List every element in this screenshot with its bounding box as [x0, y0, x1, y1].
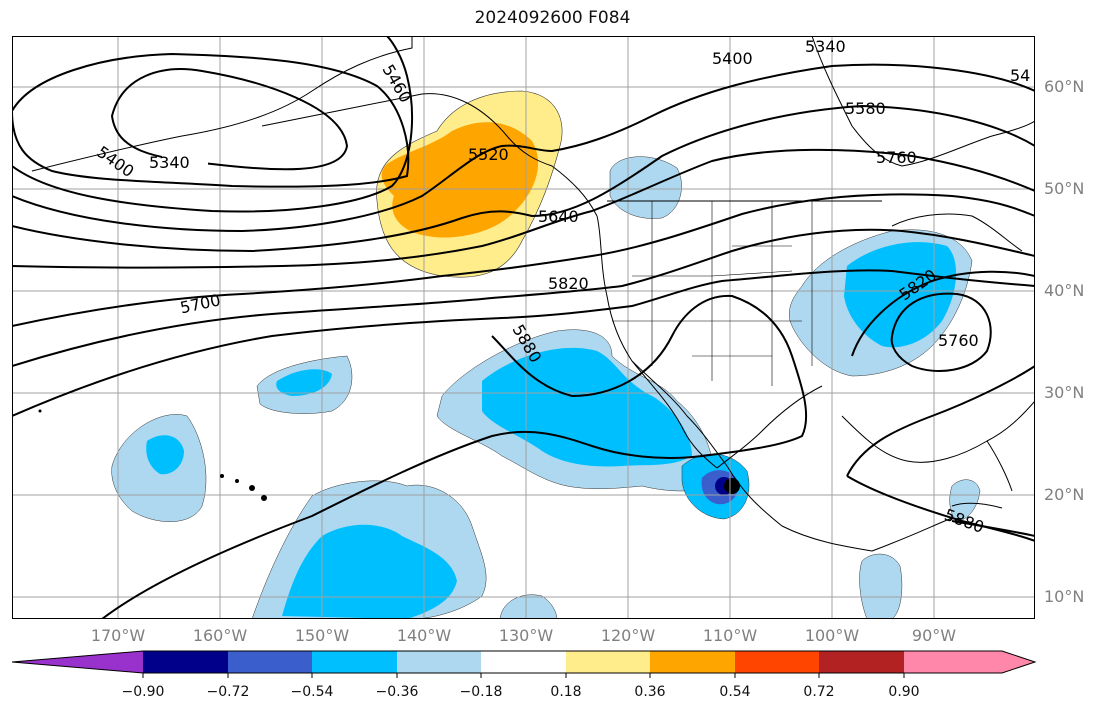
contour-label-5820: 5820: [548, 274, 589, 293]
contour-label-5340-ak: 5340: [149, 153, 190, 172]
lon-label-150w: 150°W: [294, 626, 350, 645]
height-contours: [12, 36, 1035, 619]
colorbar-segment: [735, 651, 819, 673]
contour-label-5880-east: 5880: [942, 505, 987, 537]
colorbar-label-054: 0.54: [719, 684, 751, 700]
contour-label-5340-top: 5340: [805, 37, 846, 56]
state-borders: [612, 201, 813, 386]
contour-label-5400-top: 5400: [712, 49, 753, 68]
colorbar-label-neg036: −0.36: [375, 684, 419, 700]
contour-label-5580: 5580: [845, 99, 886, 118]
mexico-inland: [716, 385, 823, 469]
lat-label-40n: 40°N: [1044, 281, 1085, 300]
contour-label-5760: 5760: [876, 148, 917, 167]
north-america-west-coast: [596, 215, 953, 552]
negative-anomaly-central-pacific-core: [276, 369, 332, 396]
contour-5700: [12, 193, 1035, 327]
lat-label-30n: 30°N: [1044, 383, 1085, 402]
colorbar-label-neg018: −0.18: [459, 684, 503, 700]
colorbar-segment: [12, 651, 143, 673]
colorbar-label-neg054: −0.54: [290, 684, 334, 700]
positive-anomaly-mid: [381, 122, 539, 238]
contour-5640: [12, 148, 1035, 269]
colorbar-segment: [228, 651, 312, 673]
negative-anomaly-caribbean: [949, 479, 981, 522]
lat-label-20n: 20°N: [1044, 485, 1085, 504]
contour-label-5400-ak: 5400: [93, 142, 137, 181]
islands: [38, 409, 267, 501]
lat-label-10n: 10°N: [1044, 587, 1085, 606]
lat-label-50n: 50°N: [1044, 179, 1085, 198]
negative-anomaly-pacific-nw: [609, 156, 682, 219]
hudson-bay: [811, 36, 1035, 167]
great-lakes-area: [891, 213, 1023, 252]
contour-5400-ak: [12, 52, 410, 188]
contour-5880-south: [951, 520, 1035, 537]
lat-label-60n: 60°N: [1044, 77, 1085, 96]
map-title: 2024092600 F084: [474, 8, 631, 28]
storm-center-marker: [724, 478, 740, 494]
colorbar-segment: [566, 651, 650, 673]
colorbar-segment: [650, 651, 735, 673]
lon-label-160w: 160°W: [192, 626, 248, 645]
lon-label-170w: 170°W: [90, 626, 146, 645]
colorbar-label-036: 0.36: [634, 684, 666, 700]
contour-5520: [12, 63, 1035, 233]
contour-label-54-edge: 54: [1010, 66, 1030, 85]
contour-5880-main: [101, 294, 808, 619]
alaska-south-coast: [261, 93, 598, 217]
contour-5820: [12, 269, 1035, 417]
negative-anomaly-hawaii-west-core: [146, 435, 184, 475]
negative-anomaly-equatorial: [499, 594, 558, 619]
gulf-coast: [841, 400, 1035, 463]
contour-label-5700: 5700: [178, 290, 222, 317]
colorbar-label-neg090: −0.90: [121, 684, 165, 700]
contour-label-5640: 5640: [538, 207, 579, 226]
colorbar-segment: [312, 651, 397, 673]
lon-label-110w: 110°W: [702, 626, 758, 645]
contour-5580: [12, 104, 1035, 253]
negative-anomaly-central-america: [859, 553, 903, 619]
map-panel: 5340 5400 5460 5400 5340 5520 5580 5640 …: [12, 36, 1035, 619]
coastlines: [31, 36, 1035, 552]
contour-5460: [12, 36, 413, 213]
anomaly-shading: [111, 90, 981, 619]
colorbar: [11, 650, 1037, 678]
colorbar-label-072: 0.72: [803, 684, 835, 700]
lon-label-120w: 120°W: [600, 626, 656, 645]
lon-label-100w: 100°W: [804, 626, 860, 645]
colorbar-segment: [481, 651, 566, 673]
colorbar-segment: [397, 651, 481, 673]
contour-5760: [12, 228, 1035, 367]
colorbar-label-neg072: −0.72: [206, 684, 250, 700]
negative-anomaly-south-pacific-core: [282, 524, 457, 619]
lat-lon-grid: [12, 36, 1035, 619]
colorbar-segment: [904, 651, 1035, 673]
colorbar-segments: [12, 651, 1035, 673]
colorbar-label-090: 0.90: [888, 684, 920, 700]
contour-5760-east: [890, 292, 992, 372]
alaska-coast: [31, 36, 413, 172]
contour-label-5460: 5460: [379, 61, 416, 106]
lon-label-130w: 130°W: [498, 626, 554, 645]
caribbean-islands: [951, 502, 1003, 509]
map-border: [12, 36, 1035, 619]
florida: [986, 440, 1013, 492]
contour-label-5760-east: 5760: [938, 331, 979, 350]
contour-5880-east: [846, 365, 1035, 542]
colorbar-segment: [143, 651, 228, 673]
contour-label-5520: 5520: [468, 145, 509, 164]
map-canvas: 5340 5400 5460 5400 5340 5520 5580 5640 …: [12, 36, 1035, 619]
contour-5820-east: [851, 270, 1035, 357]
colorbar-segment: [819, 651, 904, 673]
lon-label-90w: 90°W: [911, 626, 957, 645]
colorbar-ticks: [142, 673, 905, 678]
lon-label-140w: 140°W: [396, 626, 452, 645]
contour-5340-ak: [110, 68, 349, 171]
colorbar-label-018: 0.18: [550, 684, 582, 700]
